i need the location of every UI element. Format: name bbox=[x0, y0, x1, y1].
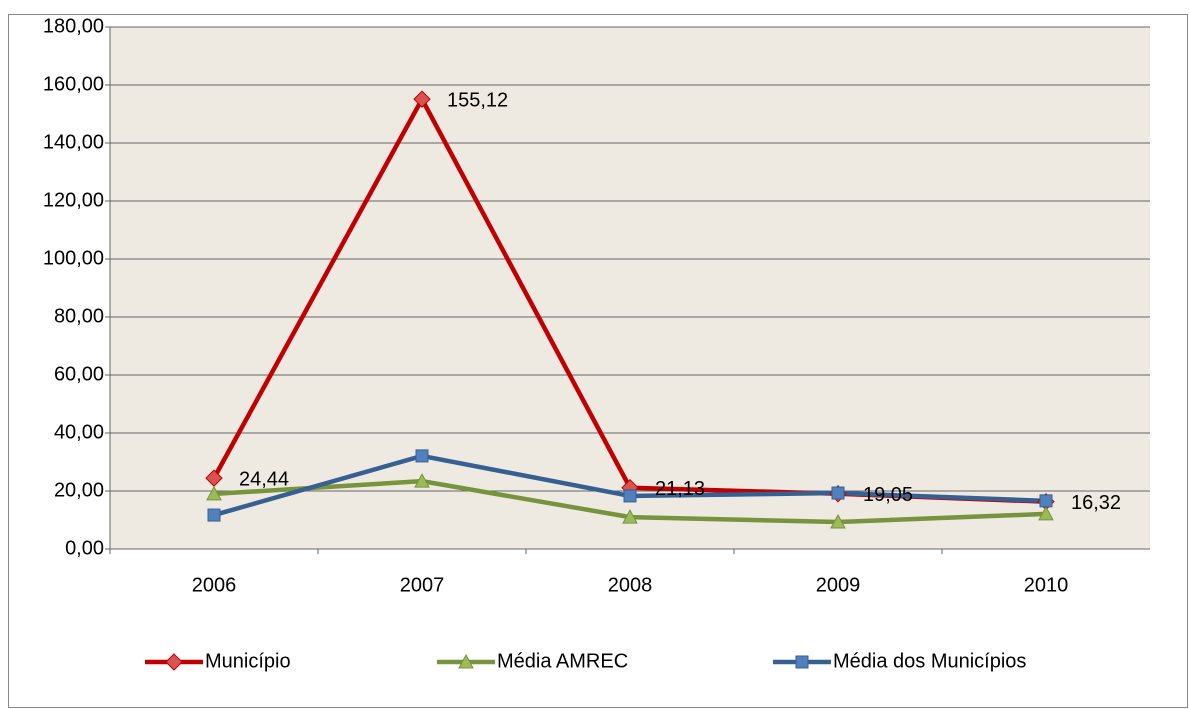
marker bbox=[415, 449, 429, 463]
marker bbox=[1038, 505, 1054, 521]
y-tick-label: 140,00 bbox=[43, 131, 104, 153]
marker bbox=[413, 90, 431, 108]
x-tick-label: 2006 bbox=[192, 574, 237, 596]
x-tick-label: 2008 bbox=[608, 574, 653, 596]
marker bbox=[623, 489, 637, 503]
y-tick-label: 100,00 bbox=[43, 247, 104, 269]
data-label: 155,12 bbox=[447, 89, 508, 111]
y-tick-label: 20,00 bbox=[54, 479, 104, 501]
y-tick-label: 40,00 bbox=[54, 421, 104, 443]
legend-label: Município bbox=[205, 650, 291, 672]
marker bbox=[795, 655, 809, 669]
marker bbox=[458, 653, 474, 669]
marker bbox=[1039, 494, 1053, 508]
y-tick-label: 60,00 bbox=[54, 363, 104, 385]
legend-label: Média dos Municípios bbox=[833, 650, 1026, 672]
marker bbox=[830, 513, 846, 529]
x-tick-label: 2010 bbox=[1024, 574, 1069, 596]
marker bbox=[207, 508, 221, 522]
marker bbox=[206, 485, 222, 501]
legend-label: Média AMREC bbox=[497, 650, 628, 672]
marker bbox=[165, 653, 183, 671]
x-tick-label: 2007 bbox=[400, 574, 445, 596]
data-label: 21,13 bbox=[655, 478, 705, 500]
x-tick-label: 2009 bbox=[816, 574, 861, 596]
y-tick-label: 0,00 bbox=[65, 537, 104, 559]
y-tick-label: 80,00 bbox=[54, 305, 104, 327]
data-label: 24,44 bbox=[239, 468, 289, 490]
plot-area bbox=[110, 27, 1150, 549]
marker bbox=[831, 486, 845, 500]
y-tick-label: 180,00 bbox=[43, 15, 104, 37]
marker bbox=[622, 509, 638, 524]
y-tick-label: 160,00 bbox=[43, 73, 104, 95]
y-tick-label: 120,00 bbox=[43, 189, 104, 211]
data-label: 19,05 bbox=[863, 484, 913, 506]
marker bbox=[414, 473, 430, 488]
data-label: 16,32 bbox=[1071, 492, 1121, 514]
